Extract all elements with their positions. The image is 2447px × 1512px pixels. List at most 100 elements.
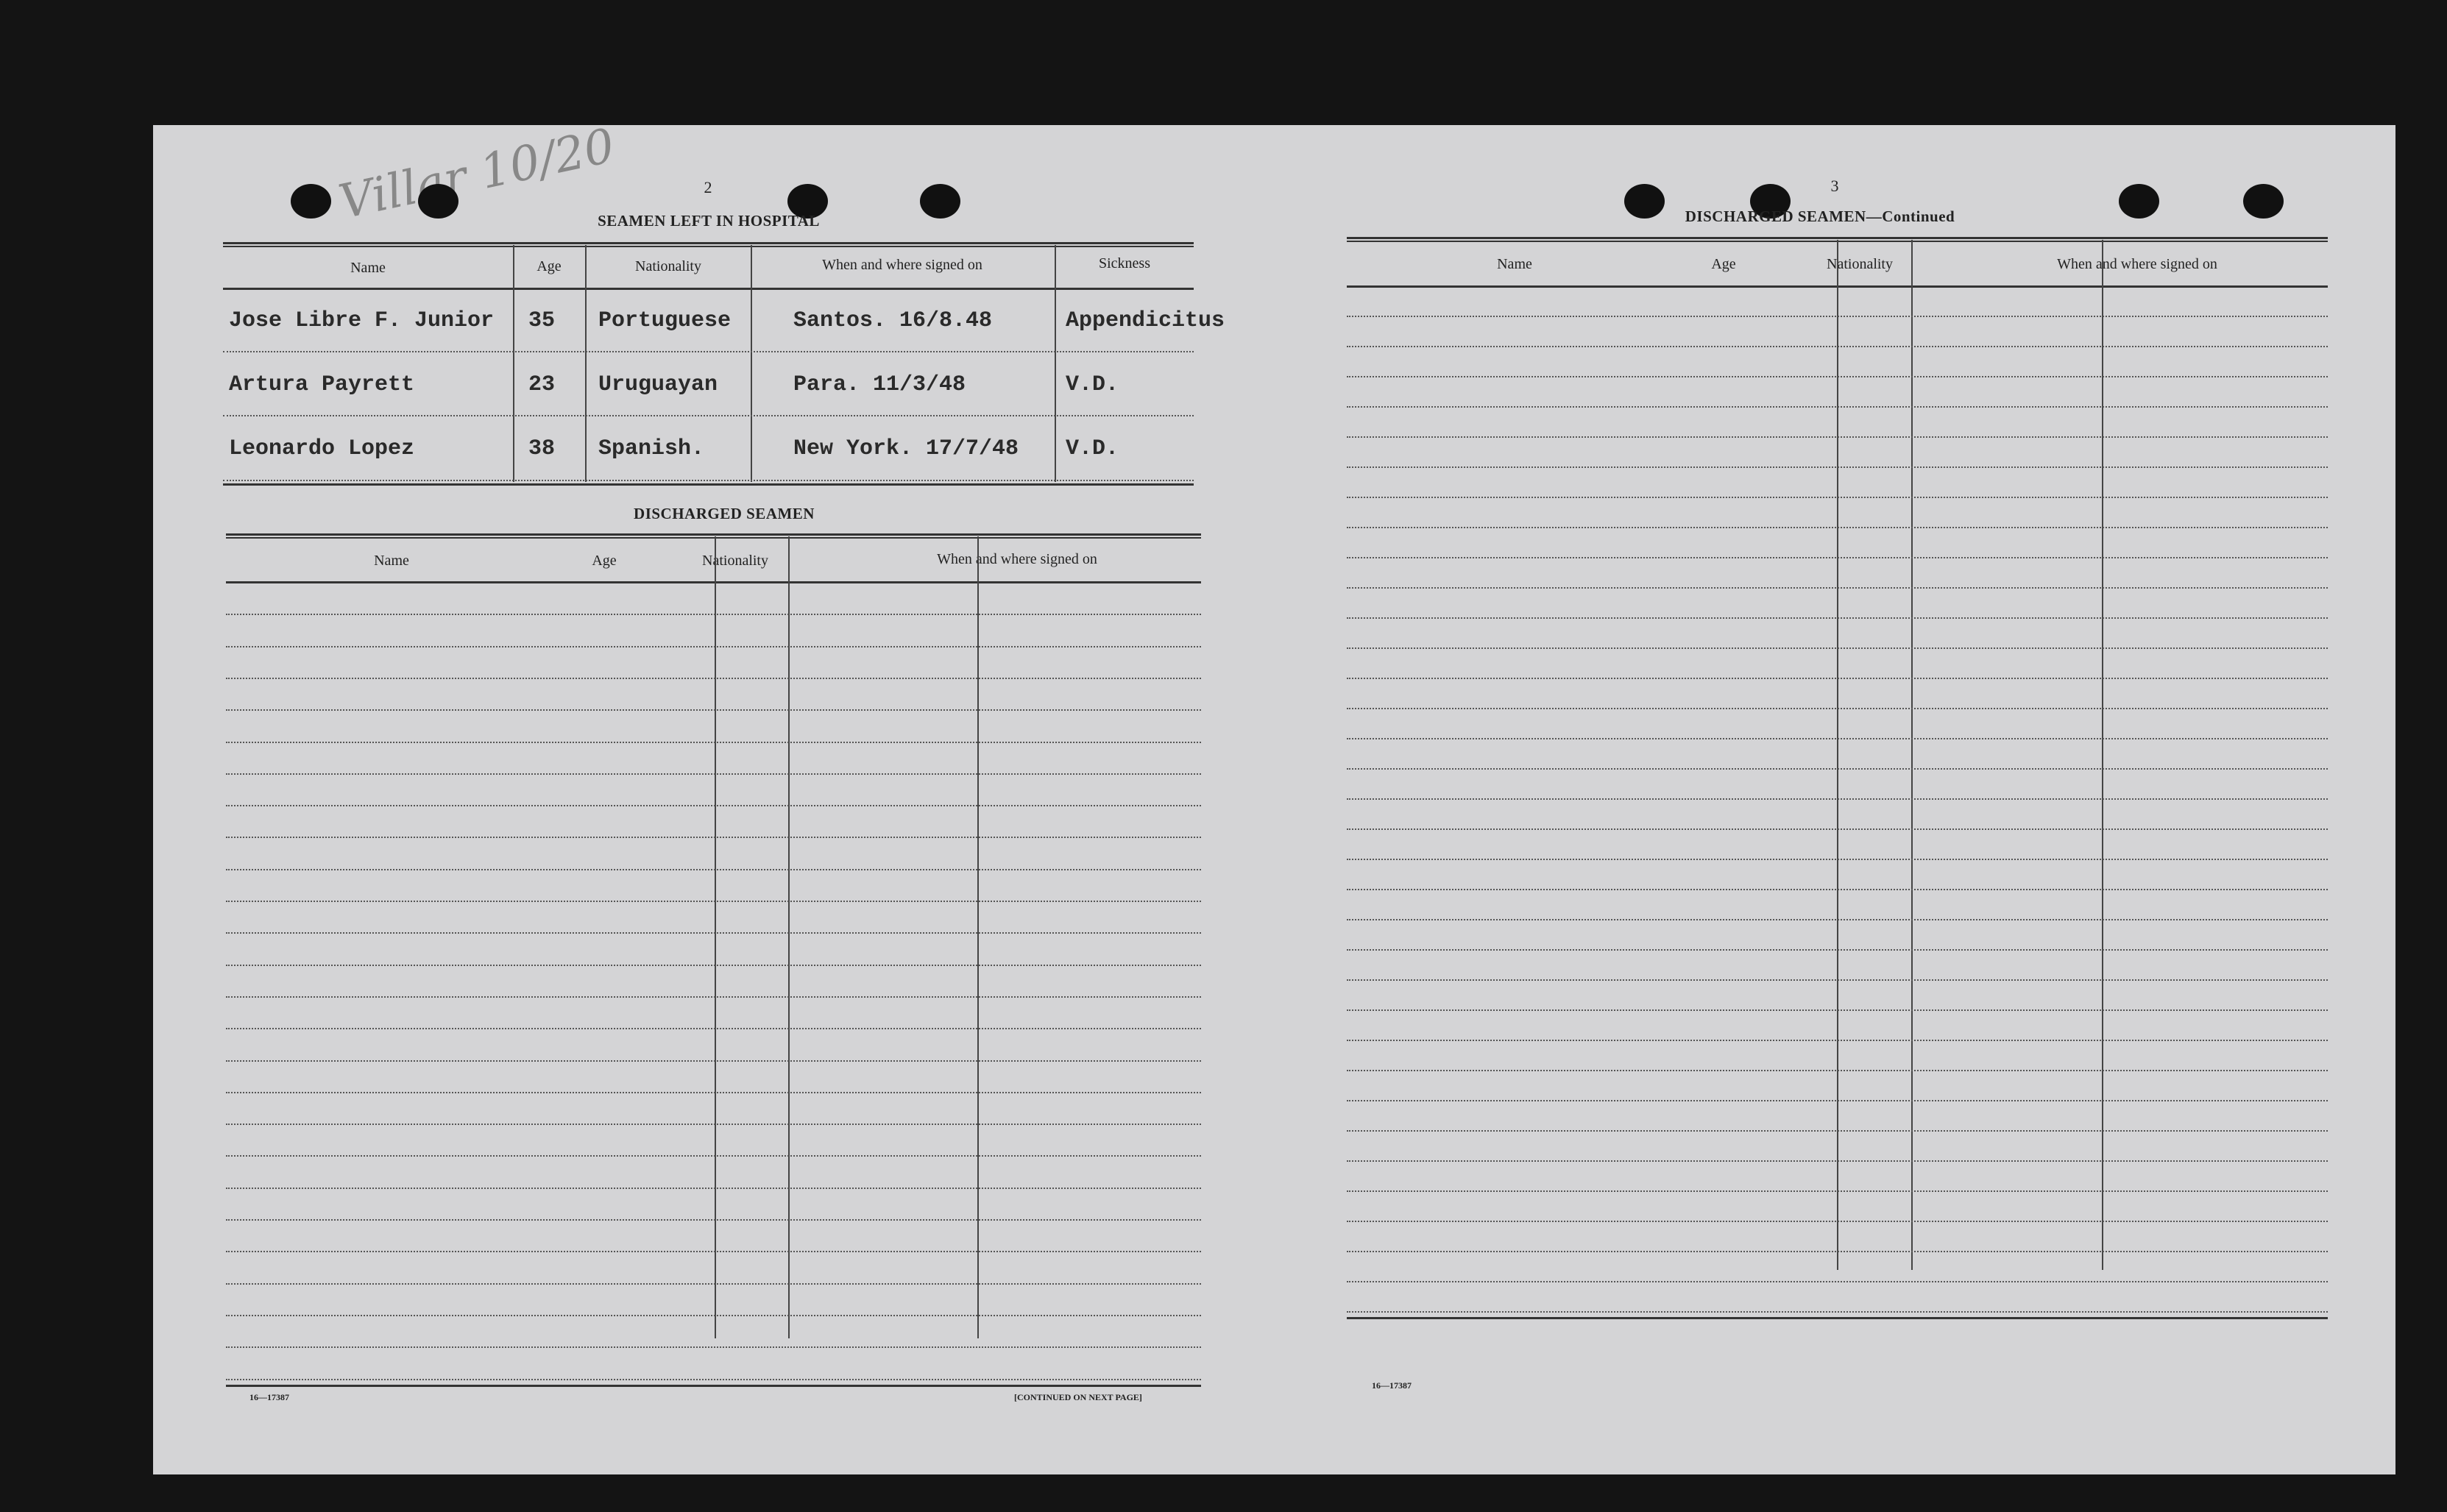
column-divider [715,536,716,1338]
column-header: When and where signed on [937,551,1097,567]
punch-hole [291,184,331,219]
column-header: When and where signed on [822,257,982,273]
blank-row-line [1347,587,2328,589]
table-cell: New York. 17/7/48 [793,436,1019,461]
table-cell: Portuguese [598,308,732,333]
blank-row-line [226,1346,1201,1349]
blank-row-line [226,614,1201,616]
table-cell: Appendicitus [1066,308,1225,333]
punch-hole [2243,184,2284,219]
discharged-continued-table: Name Age Nationality When and where sign… [1347,237,2328,1370]
punch-hole [2119,184,2159,219]
blank-row-line [1347,436,2328,438]
column-header: Age [537,258,562,274]
blank-row-line [226,1028,1201,1030]
blank-row-line [226,1091,1201,1093]
blank-row-line [1347,738,2328,739]
blank-row-line [226,805,1201,807]
page-number: 2 [704,178,712,196]
table-cell: 38 [528,436,556,461]
blank-row-line [1347,708,2328,709]
column-header: Sickness [1099,255,1150,271]
blank-row-line [226,1314,1201,1316]
blank-row-line [1347,1100,2328,1101]
table-cell: 35 [528,308,556,333]
blank-row-line [226,1251,1201,1253]
blank-row-line [226,1124,1201,1126]
column-header: Age [592,553,617,569]
blank-row-line [1347,1040,2328,1041]
blank-row-line [1347,1130,2328,1132]
form-number: 16—17387 [249,1392,289,1402]
blank-row-line [1347,346,2328,347]
column-header: Nationality [702,553,768,569]
blank-row-line [1347,557,2328,558]
blank-row-line [1347,798,2328,800]
column-divider [1837,240,1838,1270]
blank-row-line [226,1219,1201,1221]
blank-row-line [1347,979,2328,981]
blank-row-line [226,901,1201,902]
blank-row-line [226,964,1201,966]
table-cell: Para. 11/3/48 [793,372,966,397]
punch-hole [418,184,458,219]
blank-row-line [1347,768,2328,770]
blank-row-line [226,1187,1201,1189]
bottom-rule [1347,1317,2328,1319]
blank-row-line [226,773,1201,775]
punch-hole [787,184,828,219]
blank-row-line [226,868,1201,870]
discharged-continued-title: DISCHARGED SEAMEN—Continued [1685,207,1955,225]
blank-row-line [1347,859,2328,860]
blank-row-line [1347,527,2328,528]
blank-row-line [226,1282,1201,1285]
column-divider [2102,240,2103,1270]
blank-row-line [1347,617,2328,619]
punch-hole [1750,184,1791,219]
table-cell: 23 [528,372,556,397]
table-cell: Leonardo Lopez [229,436,415,461]
column-divider [1911,240,1913,1270]
form-number: 16—17387 [1372,1380,1412,1391]
table-cell: Uruguayan [598,372,718,397]
blank-row-line [1347,949,2328,951]
table-cell: Santos. 16/8.48 [793,308,993,333]
blank-row-line [1347,1311,2328,1313]
blank-row-line [1347,919,2328,920]
discharged-table-title: DISCHARGED SEAMEN [634,505,815,522]
blank-row-line [226,1378,1201,1380]
column-header: Nationality [1827,256,1893,272]
punch-hole [920,184,960,219]
blank-row-line [1347,1160,2328,1162]
blank-row-line [1347,1070,2328,1071]
blank-row-line [1347,1190,2328,1192]
blank-row-line [226,1155,1201,1157]
punch-hole [1624,184,1665,219]
blank-row-line [1347,497,2328,498]
blank-row-line [1347,376,2328,377]
column-header: Age [1711,256,1736,272]
blank-row-line [1347,1251,2328,1252]
blank-row-line [226,709,1201,711]
table-cell: Artura Payrett [229,372,415,397]
handwritten-annotation: Villar 10/20 [334,118,620,230]
page-number: 3 [1830,177,1839,195]
hospital-table: Name Age Nationality When and where sign… [223,242,1225,486]
blank-row-line [1347,1009,2328,1011]
blank-row-line [1347,828,2328,830]
column-divider [788,536,790,1338]
column-header: When and where signed on [2057,256,2217,272]
continued-note: [CONTINUED ON NEXT PAGE] [1014,1392,1142,1402]
blank-row-line [1347,316,2328,317]
blank-row-line [1347,647,2328,649]
blank-row-line [226,1060,1201,1062]
blank-row-line [226,837,1201,839]
bottom-rule [226,1384,1201,1387]
table-cell: Jose Libre F. Junior [229,308,495,333]
blank-row-line [226,741,1201,743]
column-header: Name [374,553,409,569]
column-header: Name [350,260,386,276]
discharged-table: Name Age Nationality When and where sign… [226,533,1201,1512]
table-cell: V.D. [1066,372,1119,397]
blank-row-line [1347,889,2328,890]
